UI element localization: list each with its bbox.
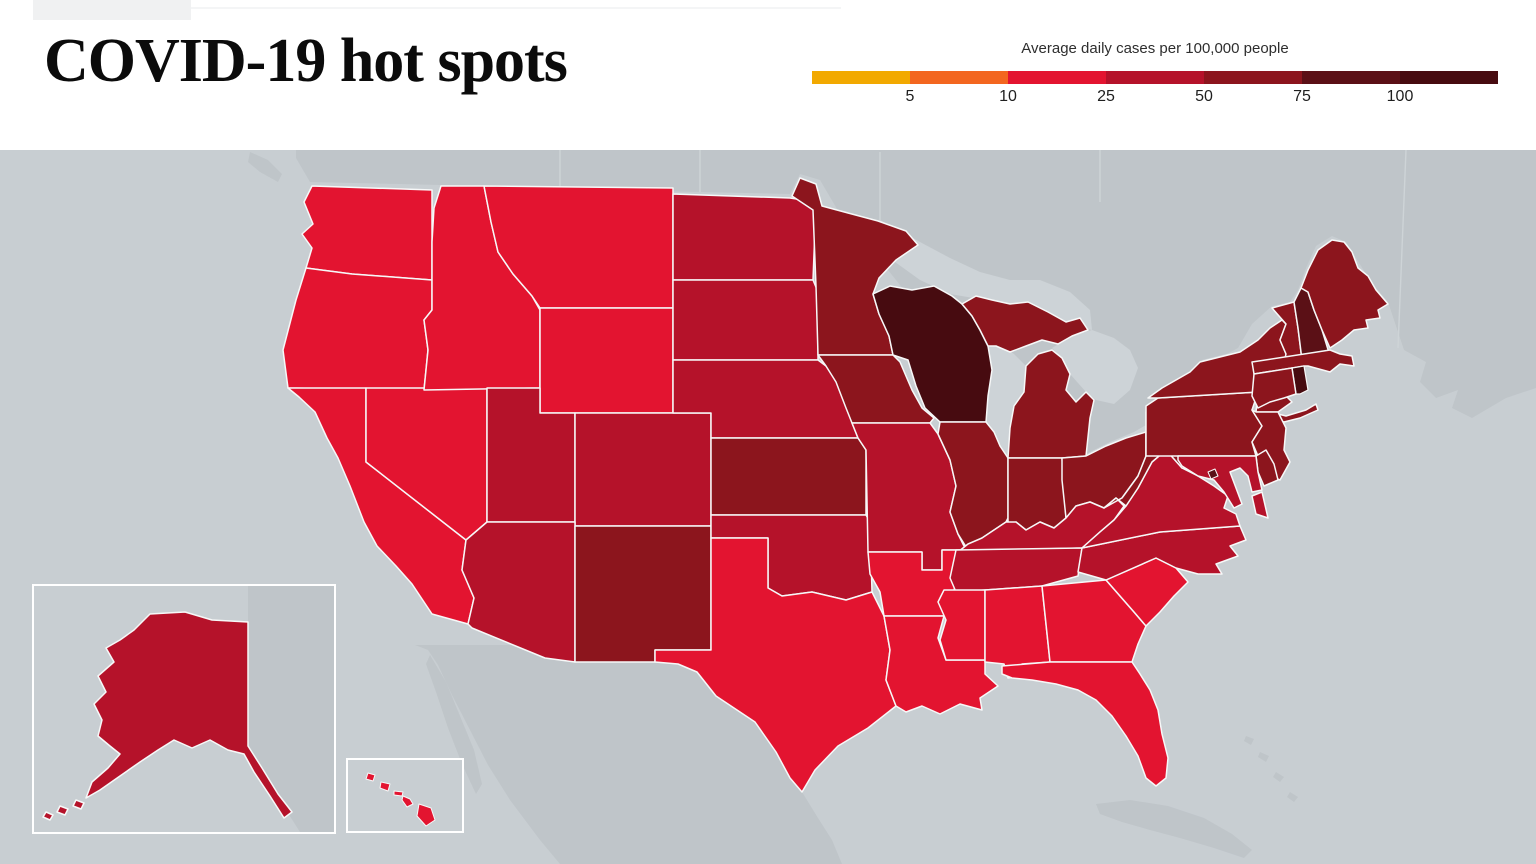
canada-province-borders xyxy=(559,150,1407,349)
legend-tick-label: 5 xyxy=(905,88,915,105)
state-wisconsin xyxy=(872,285,993,423)
legend-segment xyxy=(1204,71,1302,84)
state-colorado xyxy=(574,412,712,527)
bahamas-islands xyxy=(1244,736,1298,802)
legend-tick-label: 100 xyxy=(1386,88,1414,105)
lake-erie xyxy=(1086,384,1204,460)
state-wyoming xyxy=(539,307,674,414)
state-alaska xyxy=(42,611,293,821)
state-hawaii xyxy=(365,772,436,827)
page-title: COVID-19 hot spots xyxy=(44,27,568,95)
legend-tick-label: 75 xyxy=(1293,88,1311,105)
state-pennsylvania xyxy=(1145,391,1263,457)
state-kansas xyxy=(710,437,867,516)
great-lakes-group xyxy=(876,220,1278,460)
screen-artifact-line xyxy=(191,7,841,9)
alaska-inset-canada-land xyxy=(248,586,334,832)
screen-artifact xyxy=(33,0,191,20)
state-south-dakota xyxy=(672,279,819,361)
lake-huron xyxy=(1052,330,1138,404)
state-iowa xyxy=(817,354,935,424)
legend: Average daily cases per 100,000 people 5… xyxy=(812,40,1498,110)
legend-segment xyxy=(1008,71,1106,84)
state-maine xyxy=(1300,239,1389,349)
hawaii-inset-box xyxy=(346,758,464,833)
state-connecticut xyxy=(1251,367,1297,409)
legend-segment xyxy=(1302,71,1400,84)
state-district-of-columbia xyxy=(1207,468,1219,480)
state-indiana xyxy=(1007,457,1067,531)
legend-tick-label: 25 xyxy=(1097,88,1115,105)
alaska-inset xyxy=(32,584,336,834)
state-oregon xyxy=(282,267,433,391)
cuba xyxy=(1096,800,1252,858)
baja-peninsula xyxy=(426,655,482,794)
hawaii-inset xyxy=(346,758,464,833)
legend-segment xyxy=(812,71,910,84)
state-michigan xyxy=(961,295,1095,459)
legend-ticks: 5 10 25 50 75 100 xyxy=(812,88,1498,110)
state-texas xyxy=(654,537,897,793)
state-washington xyxy=(301,185,433,281)
state-mississippi xyxy=(937,589,986,661)
state-maryland xyxy=(1177,455,1269,519)
legend-title: Average daily cases per 100,000 people xyxy=(1021,40,1289,57)
lake-superior xyxy=(876,220,1092,330)
lake-michigan xyxy=(985,344,1026,458)
legend-segment xyxy=(910,71,1008,84)
state-virginia xyxy=(1081,449,1241,549)
state-minnesota xyxy=(791,177,919,356)
legend-tick-label: 50 xyxy=(1195,88,1213,105)
state-north-dakota xyxy=(672,193,817,281)
legend-bar xyxy=(812,71,1498,84)
states-group xyxy=(282,177,1389,793)
legend-segment xyxy=(1400,71,1498,84)
state-north-carolina xyxy=(1077,525,1247,581)
us-choropleth-map xyxy=(0,150,1536,864)
legend-segment xyxy=(1106,71,1204,84)
state-florida xyxy=(1001,661,1169,787)
legend-tick-label: 10 xyxy=(999,88,1017,105)
state-new-mexico xyxy=(574,525,712,663)
vancouver-island xyxy=(248,152,282,182)
